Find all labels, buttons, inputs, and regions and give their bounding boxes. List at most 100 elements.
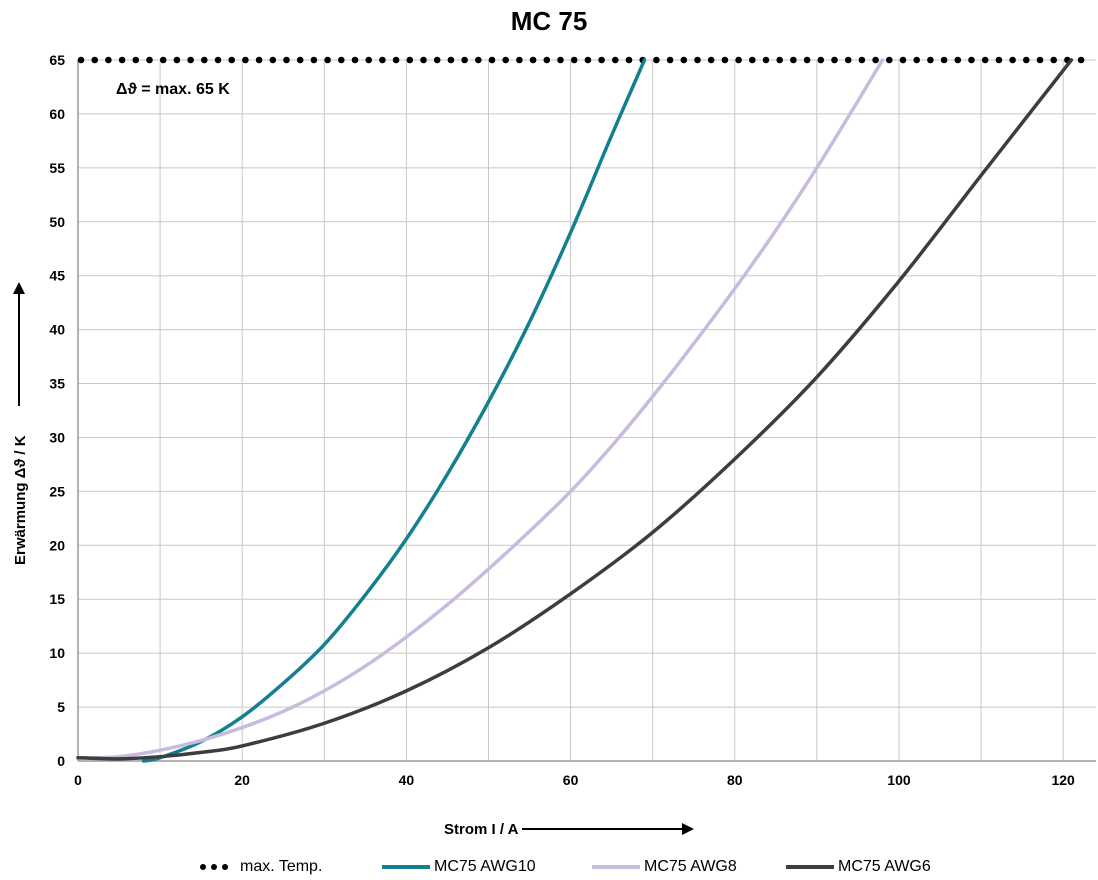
legend-label: MC75 AWG8 [644, 858, 737, 875]
dot-marker [1023, 56, 1030, 64]
x-tick-label: 60 [563, 772, 579, 788]
dot-marker [255, 56, 263, 64]
legend-item-max-temp: max. Temp. [198, 858, 322, 876]
dot-marker [269, 56, 277, 64]
dot-marker [105, 56, 112, 64]
dot-marker [1009, 56, 1016, 64]
legend-label: max. Temp. [240, 858, 323, 875]
dot-marker [283, 56, 290, 64]
legend: max. Temp. MC75 AWG10 MC75 AWG8 MC75 AWG6 [0, 858, 1098, 880]
dot-marker [516, 56, 523, 64]
y-axis-label: Erwärmung Δϑ / K [12, 435, 29, 565]
dot-marker [625, 56, 633, 64]
dot-marker [790, 56, 797, 64]
x-tick-label: 120 [1051, 772, 1075, 788]
y-tick-label: 55 [49, 160, 65, 176]
dot-marker [612, 56, 619, 64]
legend-swatch [200, 864, 228, 870]
chart-title: MC 75 [510, 6, 588, 36]
dot-marker [351, 56, 359, 64]
legend-swatch [382, 865, 430, 869]
dot-marker [598, 56, 605, 64]
x-tick-label: 80 [727, 772, 743, 788]
dot-marker [899, 56, 907, 64]
series-max-temp [77, 56, 1085, 64]
dot-marker [653, 56, 660, 64]
dot-marker [749, 56, 756, 64]
dot-marker [776, 56, 783, 64]
dot-marker [173, 56, 181, 64]
y-tick-label: 60 [49, 106, 65, 122]
tick-labels: 0 20 40 60 80 100 120 0 5 10 15 20 25 30 35 40 45 50 55 60 6… [49, 52, 1075, 788]
x-tick-label: 100 [887, 772, 911, 788]
dot-marker [954, 56, 962, 64]
dot-marker [214, 56, 222, 64]
dot-marker [584, 56, 592, 64]
axes [77, 60, 1096, 762]
x-tick-label: 20 [234, 772, 250, 788]
grid [78, 59, 1096, 761]
dot-marker [831, 56, 838, 64]
legend-item-mc75-awg10: MC75 AWG10 [382, 858, 536, 876]
dot-marker [379, 56, 386, 64]
legend-label: MC75 AWG6 [838, 858, 931, 875]
y-tick-label: 45 [49, 268, 65, 284]
series-mc75-awg6 [76, 58, 1074, 761]
limit-annotation: Δϑ = max. 65 K [116, 81, 230, 98]
y-tick-label: 40 [49, 322, 65, 338]
dot-marker [365, 56, 373, 64]
dot-marker [557, 56, 564, 64]
dot-marker [146, 56, 153, 64]
dot-marker [886, 56, 893, 64]
dot-marker [310, 56, 318, 64]
series-mc75-awg10 [141, 58, 647, 763]
dot-marker [420, 56, 427, 64]
y-tick-label: 5 [57, 699, 65, 715]
dot-marker [77, 56, 85, 64]
dot-marker [721, 56, 729, 64]
dot-marker [817, 56, 825, 64]
legend-item-mc75-awg8: MC75 AWG8 [592, 858, 737, 876]
legend-swatch [786, 865, 834, 869]
dot-marker [447, 56, 455, 64]
dot-marker [1036, 56, 1044, 64]
dot-marker [159, 56, 167, 64]
dot-marker [927, 56, 934, 64]
dot-marker [913, 56, 920, 64]
dot-marker [502, 56, 510, 64]
dot-marker [735, 56, 742, 64]
y-tick-label: 65 [49, 52, 65, 68]
dot-marker [844, 56, 852, 64]
dot-marker [570, 56, 578, 64]
dot-marker [872, 56, 879, 64]
x-tick-label: 40 [399, 772, 415, 788]
dot-marker [201, 56, 208, 64]
legend-item-mc75-awg6: MC75 AWG6 [786, 858, 931, 876]
dot-marker [118, 56, 126, 64]
dot-marker [707, 56, 715, 64]
y-tick-label: 15 [49, 591, 65, 607]
dot-marker [187, 56, 194, 64]
dot-marker [338, 56, 345, 64]
dot-marker [995, 56, 1003, 64]
dot-marker [433, 56, 441, 64]
dot-marker [242, 56, 249, 64]
dot-marker [296, 56, 304, 64]
dot-marker [529, 56, 537, 64]
dot-marker [461, 56, 468, 64]
dot-marker [803, 56, 811, 64]
dot-marker [543, 56, 551, 64]
dot-marker [968, 56, 975, 64]
dot-marker [940, 56, 948, 64]
y-tick-label: 10 [49, 645, 65, 661]
dot-marker [132, 56, 140, 64]
dot-marker [981, 56, 989, 64]
chart-plot: 0 20 40 60 80 100 120 0 5 10 15 20 25 30 35 40 45 50 55 60 6… [12, 52, 1096, 838]
y-tick-label: 50 [49, 214, 65, 230]
series-layer [76, 56, 1085, 763]
y-tick-label: 0 [57, 753, 65, 769]
legend-swatch [592, 865, 640, 869]
dot-marker [392, 56, 400, 64]
dot-marker [680, 56, 688, 64]
dot-marker [406, 56, 414, 64]
